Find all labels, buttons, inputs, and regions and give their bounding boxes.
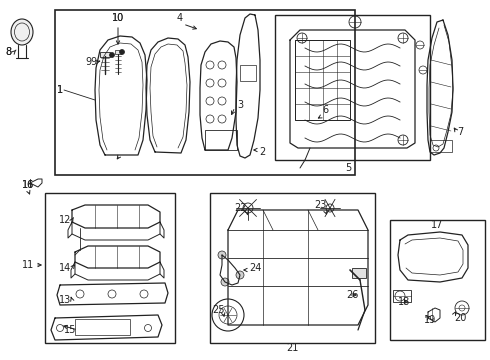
- Bar: [45, 193, 175, 343]
- Circle shape: [221, 278, 229, 286]
- Bar: [100, 52, 110, 57]
- Text: 11: 11: [22, 260, 34, 270]
- Text: 8: 8: [5, 47, 11, 57]
- Text: 1: 1: [57, 85, 63, 95]
- Bar: [115, 50, 121, 54]
- Text: 18: 18: [398, 297, 410, 307]
- Bar: [295, 40, 350, 120]
- Text: 25: 25: [212, 305, 224, 315]
- Text: 14: 14: [59, 263, 71, 273]
- Text: 5: 5: [345, 163, 351, 173]
- Text: 16: 16: [22, 180, 34, 190]
- Text: 19: 19: [424, 315, 436, 325]
- Bar: [430, 140, 452, 152]
- Text: 3: 3: [237, 100, 243, 110]
- Text: 10: 10: [112, 13, 124, 23]
- Text: 26: 26: [346, 290, 358, 300]
- Circle shape: [120, 49, 124, 54]
- Bar: [240, 65, 256, 81]
- Text: 17: 17: [431, 220, 443, 230]
- Text: 8: 8: [5, 47, 11, 57]
- Circle shape: [218, 251, 226, 259]
- Bar: [55, 10, 355, 175]
- Text: 4: 4: [177, 13, 183, 23]
- Text: 16: 16: [22, 180, 34, 190]
- Text: 7: 7: [457, 127, 463, 137]
- Bar: [205, 130, 237, 150]
- Text: 1: 1: [57, 85, 63, 95]
- Text: 2: 2: [259, 147, 265, 157]
- Bar: [393, 290, 411, 302]
- Text: 24: 24: [249, 263, 261, 273]
- Text: 20: 20: [454, 313, 466, 323]
- Text: 13: 13: [59, 295, 71, 305]
- Circle shape: [236, 271, 244, 279]
- Text: 21: 21: [286, 343, 298, 353]
- Text: 15: 15: [64, 325, 76, 335]
- Ellipse shape: [11, 19, 33, 45]
- Bar: [75, 319, 130, 335]
- Bar: [390, 220, 485, 340]
- Bar: [352, 268, 366, 278]
- Bar: [210, 193, 375, 343]
- Circle shape: [109, 53, 115, 58]
- Text: 6: 6: [322, 105, 328, 115]
- Text: 12: 12: [59, 215, 71, 225]
- Text: 23: 23: [314, 200, 326, 210]
- Text: 9: 9: [90, 57, 96, 67]
- Text: 10: 10: [112, 13, 124, 23]
- Bar: [275, 15, 430, 160]
- Text: 22: 22: [234, 203, 246, 213]
- Text: 9: 9: [85, 57, 91, 67]
